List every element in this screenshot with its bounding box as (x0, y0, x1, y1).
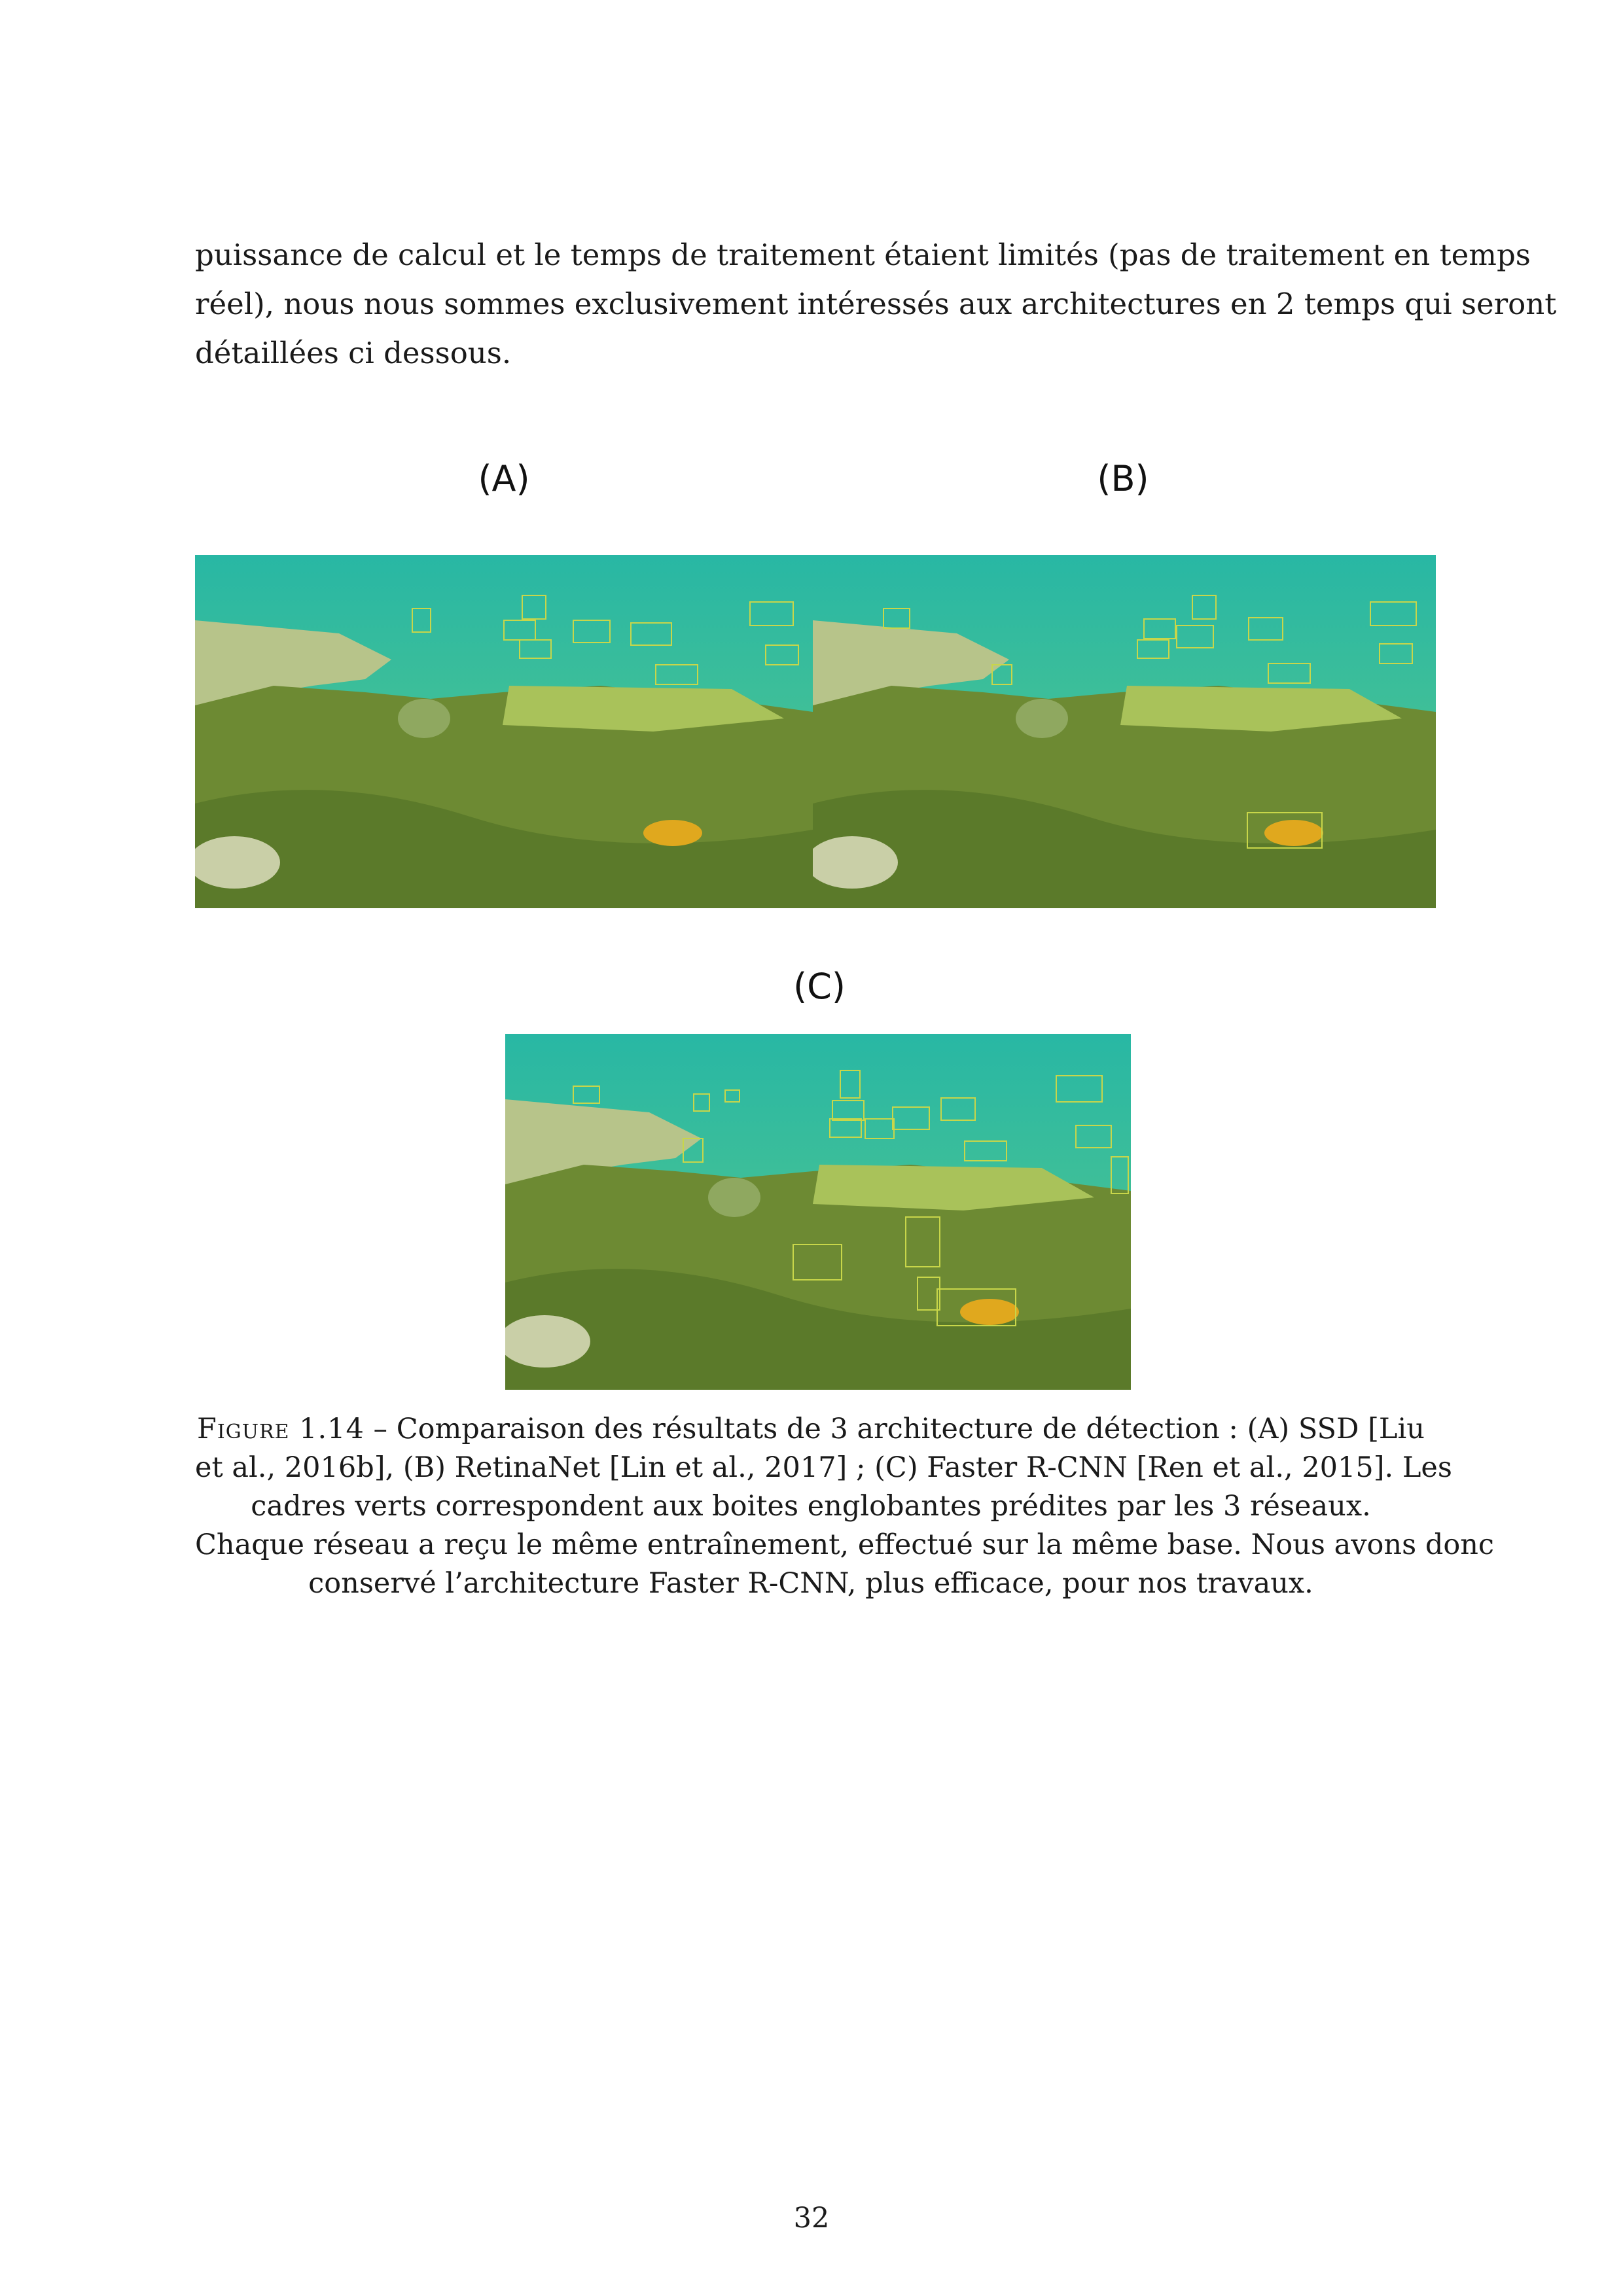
caption-line-1: Figure 1.14 – Comparaison des résultats … (195, 1410, 1427, 1449)
caption-line-2: et al., 2016b], (B) RetinaNet [Lin et al… (195, 1451, 1452, 1484)
body-line-1: puissance de calcul et le temps de trait… (195, 238, 1531, 272)
body-line-3: détaillées ci dessous. (195, 336, 512, 370)
panel-label-a: (A) (478, 458, 530, 499)
caption-line-5: conservé l’architecture Faster R-CNN, pl… (308, 1567, 1313, 1600)
panel-label-b: (B) (1097, 458, 1149, 499)
caption-text-1: Comparaison des résultats de 3 architect… (396, 1413, 1425, 1445)
figure-caption: Figure 1.14 – Comparaison des résultats … (195, 1410, 1495, 1603)
panel-label-c: (C) (793, 966, 846, 1007)
figure-label: Figure 1.14 (197, 1413, 365, 1445)
body-line-2: réel), nous nous sommes exclusivement in… (195, 287, 1557, 321)
caption-separator: – (364, 1413, 397, 1445)
panel-a-image (195, 555, 813, 908)
panel-b-image (813, 555, 1436, 908)
caption-line-4: Chaque réseau a reçu le même entraînemen… (195, 1528, 1495, 1561)
panel-c-image (505, 1034, 1131, 1390)
body-paragraph: puissance de calcul et le temps de trait… (195, 230, 1557, 378)
caption-line-3: cadres verts correspondent aux boites en… (251, 1490, 1371, 1523)
page-number: 32 (793, 2202, 830, 2234)
